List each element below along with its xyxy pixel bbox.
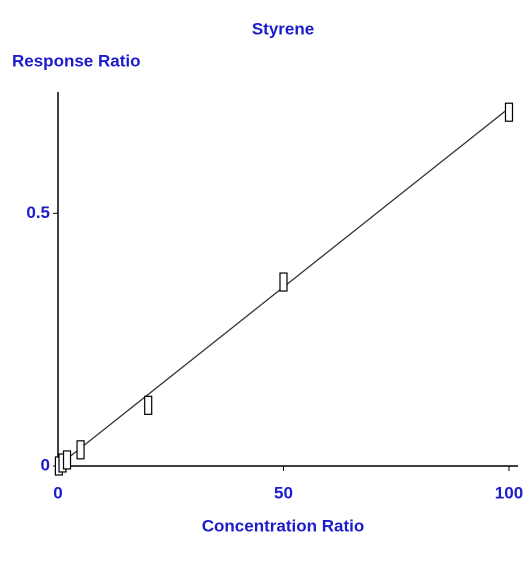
x-tick-label: 50 [274, 483, 293, 502]
x-axis-label: Concentration Ratio [202, 516, 364, 535]
data-point [76, 440, 85, 460]
x-tick-label: 100 [495, 483, 523, 502]
y-tick-label: 0 [41, 455, 50, 474]
data-point [144, 395, 153, 415]
data-point [504, 102, 514, 122]
y-tick-label: 0.5 [26, 203, 50, 222]
x-tick-label: 0 [53, 483, 62, 502]
y-axis-label: Response Ratio [12, 51, 140, 70]
chart-title: Styrene [252, 19, 314, 38]
data-point [279, 272, 288, 292]
data-point [62, 450, 72, 470]
